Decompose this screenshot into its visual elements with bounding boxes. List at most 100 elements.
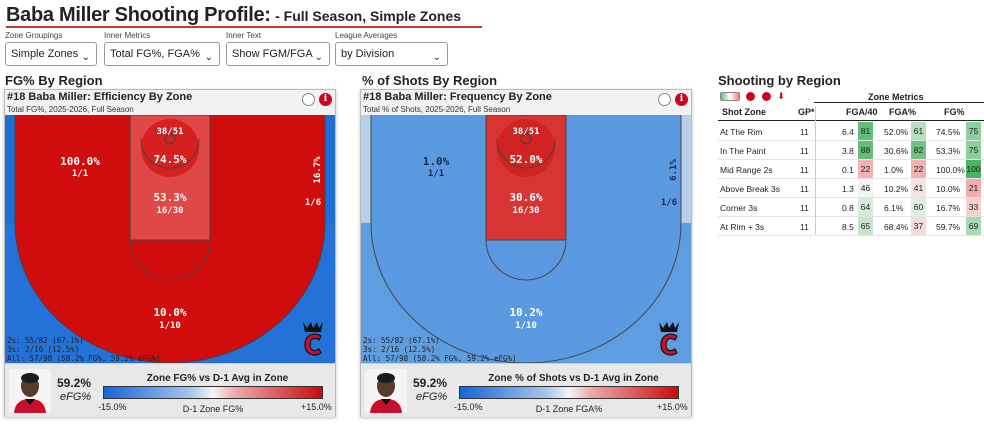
cell-fg-pctile: 33 [966,198,981,216]
cell-fg-pctile: 21 [966,179,981,197]
info-icon[interactable] [746,92,756,101]
inner-metrics-select[interactable]: Total FG%, FGA% ⌄ [104,42,220,66]
col-shot-zone[interactable]: Shot Zone [722,107,766,117]
zone-corner-right[interactable] [681,115,691,223]
info-icon[interactable]: i [675,93,688,106]
cell-fga40: 3.8 [842,146,854,156]
inner-text-value: Show FGM/FGA [232,48,313,60]
toggle-circle-icon[interactable] [302,93,315,106]
header-divider [814,102,984,103]
toggle-circle-icon[interactable] [658,93,671,106]
cell-fg: 59.7% [936,222,961,232]
inner-text-select[interactable]: Show FGM/FGA ⌄ [226,42,330,66]
rim-pct-label: 52.0% [509,153,542,166]
table-row[interactable]: Above Break 3s 11 1.3 46 10.2% 41 10.0% 21 [718,179,984,198]
cell-fg-pctile: 69 [966,217,981,235]
page-title: Baba Miller Shooting Profile: - Full Sea… [6,4,461,28]
legend-title: Zone % of Shots vs D-1 Avg in Zone [488,373,659,384]
table-icons: ⬇ [720,92,788,102]
court-chart: 38/51 52.0% 30.6% 16/30 1.0% 1/1 6.1% 1/… [361,115,691,363]
cell-fga40-pctile: 81 [858,122,873,140]
cell-zone: At Rim + 3s [720,222,765,232]
inner-metrics-label: Inner Metrics [104,31,151,40]
table-row[interactable]: In The Paint 11 3.8 88 30.6% 82 53.3% 75 [718,141,984,160]
cell-fgapct-pctile: 60 [911,198,926,216]
corner-pct-label: 6.1% [669,159,679,181]
legend-max: +15.0% [657,402,688,412]
cell-fg: 100.0% [936,165,965,175]
zone-groupings-select[interactable]: Simple Zones ⌄ [5,42,97,66]
legend-title: Zone FG% vs D-1 Avg in Zone [146,373,289,384]
cell-fg: 74.5% [936,127,961,137]
frequency-panel: #18 Baba Miller: Frequency By Zone Total… [360,89,692,417]
cell-fg-pctile: 75 [966,122,981,140]
player-avatar [9,369,51,413]
cell-fgapct-pctile: 82 [911,141,926,159]
info-icon[interactable]: i [319,93,332,106]
col-fgapct[interactable]: FGA% [889,107,916,117]
cell-fga40: 6.4 [842,127,854,137]
zone-corner-right[interactable] [325,115,335,223]
cell-fgapct: 10.2% [884,184,909,194]
download-icon[interactable]: ⬇ [777,91,785,101]
efg-value: 59.2% [413,376,448,390]
inner-metrics-control: Inner Metrics Total FG%, FGA% ⌄ [104,31,220,66]
chevron-down-icon: ⌄ [432,52,441,63]
legend-gradient-bar [103,386,323,399]
panel-footer: 59.2% eFG% Zone FG% vs D-1 Avg in Zone -… [5,363,335,417]
cell-gp: 11 [800,146,809,156]
cell-zone: Corner 3s [720,203,758,213]
panel-footer: 59.2% eFG% Zone % of Shots vs D-1 Avg in… [361,363,691,417]
cell-gp: 11 [800,222,809,232]
inner-metrics-value: Total FG%, FGA% [110,48,200,60]
legend-mid: D-1 Zone FG% [182,404,244,414]
zone-corner-left[interactable] [361,115,371,223]
mid-count-label: 1/1 [72,169,88,179]
zone-groupings-value: Simple Zones [11,48,79,60]
paint-count-label: 16/30 [512,206,539,216]
cell-fga40: 0.8 [842,203,854,213]
table-row[interactable]: Mid Range 2s 11 0.1 22 1.0% 22 100.0% 100 [718,160,984,179]
efg-label: eFG% [416,391,448,403]
col-fga40[interactable]: FGA/40 [846,107,878,117]
player-avatar [365,369,407,413]
table-row[interactable]: At The Rim 11 6.4 81 52.0% 61 74.5% 75 [718,122,984,141]
table-row[interactable]: Corner 3s 11 0.8 64 6.1% 60 16.7% 33 [718,198,984,217]
cell-zone: In The Paint [720,146,766,156]
court-chart: 38/51 74.5% 53.3% 16/30 100.0% 1/1 16.7%… [5,115,335,363]
cell-fga40-pctile: 22 [858,160,873,178]
cell-fgapct: 1.0% [884,165,904,175]
header-underline [718,120,984,121]
color-scale-icon[interactable] [720,92,740,101]
table-toolbar: ⬇ Zone Metrics [718,89,984,105]
title-subtitle: - Full Season, Simple Zones [275,8,462,24]
league-averages-value: by Division [341,48,395,60]
zone-groupings-label: Zone Groupings [5,31,63,40]
court-lines [14,115,326,363]
info-icon[interactable] [761,92,771,101]
rim-count-label: 38/51 [156,127,183,137]
corner-count-label: 1/6 [305,198,321,208]
cell-gp: 11 [800,203,809,213]
col-gp[interactable]: GP* [798,107,815,117]
cell-fg: 16.7% [936,203,961,213]
cell-gp: 11 [800,127,809,137]
col-fg[interactable]: FG% [944,107,965,117]
paint-pct-label: 30.6% [509,191,542,204]
shooting-summary: 2s: 55/82 (67.1%) 3s: 2/16 (12.5%) All: … [7,336,161,363]
league-averages-select[interactable]: by Division ⌄ [335,42,448,66]
zone-groupings-control: Zone Groupings Simple Zones ⌄ [5,31,97,66]
zone-corner-left[interactable] [5,115,15,223]
cell-fga40-pctile: 46 [858,179,873,197]
stat-all: All: 57/98 (58.2% FG%, 59.2% eFG%) [363,354,517,363]
legend-min: -15.0% [454,402,483,412]
table-row[interactable]: At Rim + 3s 11 8.5 65 68.4% 37 59.7% 69 [718,217,984,236]
rim-count-label: 38/51 [512,127,539,137]
chevron-down-icon: ⌄ [204,52,213,63]
stat-2s: 2s: 55/82 (67.1%) [363,336,440,345]
above-count-label: 1/10 [159,321,181,331]
cell-fg-pctile: 75 [966,141,981,159]
court-lines [370,115,682,363]
cell-fga40: 8.5 [842,222,854,232]
title-main: Baba Miller Shooting Profile: [6,4,271,26]
